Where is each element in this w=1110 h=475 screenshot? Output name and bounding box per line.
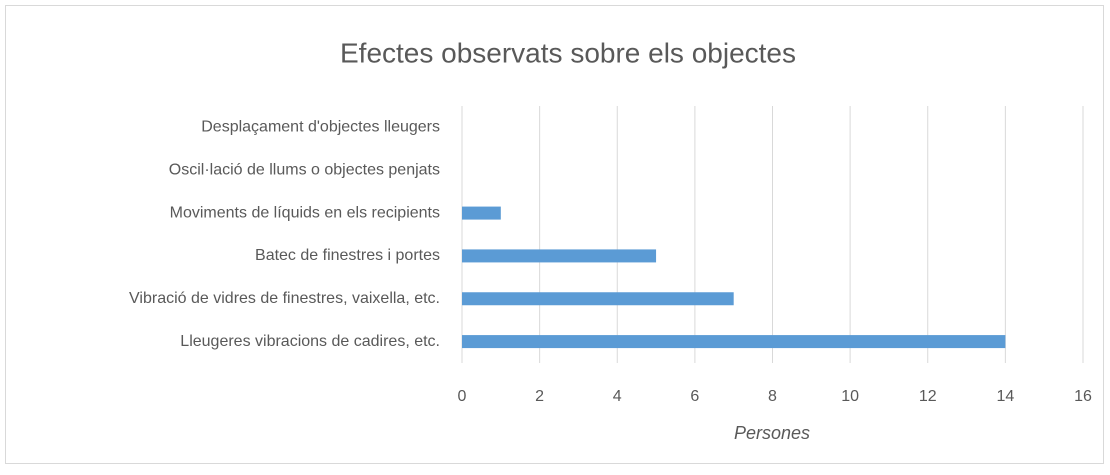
bar: [462, 206, 501, 220]
x-tick-label: 12: [919, 388, 937, 405]
x-axis-label: Persones: [734, 423, 810, 443]
y-tick-label: Oscil·lació de llums o objectes penjats: [169, 161, 440, 178]
chart-title: Efectes observats sobre els objectes: [340, 37, 796, 68]
y-tick-label: Vibració de vidres de finestres, vaixell…: [129, 290, 440, 307]
x-tick-label: 10: [841, 388, 859, 405]
y-tick-label: Lleugeres vibracions de cadires, etc.: [180, 333, 440, 350]
bar: [462, 249, 657, 263]
chart-border: [5, 5, 1104, 464]
bar: [462, 335, 1006, 349]
y-tick-label: Desplaçament d'objectes lleugers: [201, 119, 440, 136]
y-tick-label: Batec de finestres i portes: [255, 247, 440, 264]
x-tick-label: 16: [1074, 388, 1092, 405]
x-tick-label: 2: [535, 388, 544, 405]
bar: [462, 292, 734, 306]
x-tick-label: 4: [613, 388, 622, 405]
x-tick-label: 8: [768, 388, 777, 405]
x-tick-label: 6: [690, 388, 699, 405]
x-tick-label: 14: [996, 388, 1014, 405]
y-tick-label: Moviments de líquids en els recipients: [170, 204, 440, 221]
x-tick-label: 0: [458, 388, 467, 405]
